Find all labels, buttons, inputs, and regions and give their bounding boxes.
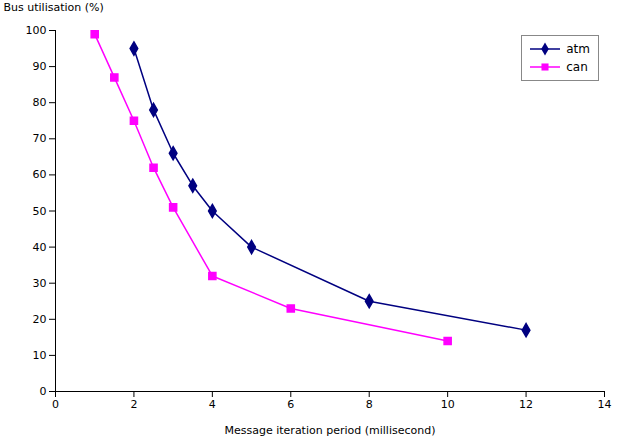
svg-text:2: 2 <box>130 398 137 411</box>
svg-text:90: 90 <box>33 60 47 73</box>
html-text:atm: atm <box>566 42 590 56</box>
svg-text:8: 8 <box>366 398 373 411</box>
svg-text:Message iteration period (mill: Message iteration period (millisecond) <box>225 424 436 436</box>
svg-text:30: 30 <box>33 277 47 290</box>
svg-text:Bus utilisation (%): Bus utilisation (%) <box>4 1 104 14</box>
svg-text:0: 0 <box>52 398 59 411</box>
svg-text:4: 4 <box>209 398 216 411</box>
svg-text:10: 10 <box>33 349 47 362</box>
svg-text:80: 80 <box>33 96 47 109</box>
svg-text:0: 0 <box>40 385 47 398</box>
svg-text:20: 20 <box>33 313 47 326</box>
svg-text:40: 40 <box>33 241 47 254</box>
svg-text:14: 14 <box>598 398 612 411</box>
svg-text:70: 70 <box>33 132 47 145</box>
svg-text:50: 50 <box>33 205 47 218</box>
svg-text:100: 100 <box>26 24 47 37</box>
svg-text:60: 60 <box>33 168 47 181</box>
html-text:can: can <box>566 60 588 74</box>
svg-text:10: 10 <box>441 398 455 411</box>
svg-text:6: 6 <box>287 398 294 411</box>
svg-text:12: 12 <box>519 398 533 411</box>
